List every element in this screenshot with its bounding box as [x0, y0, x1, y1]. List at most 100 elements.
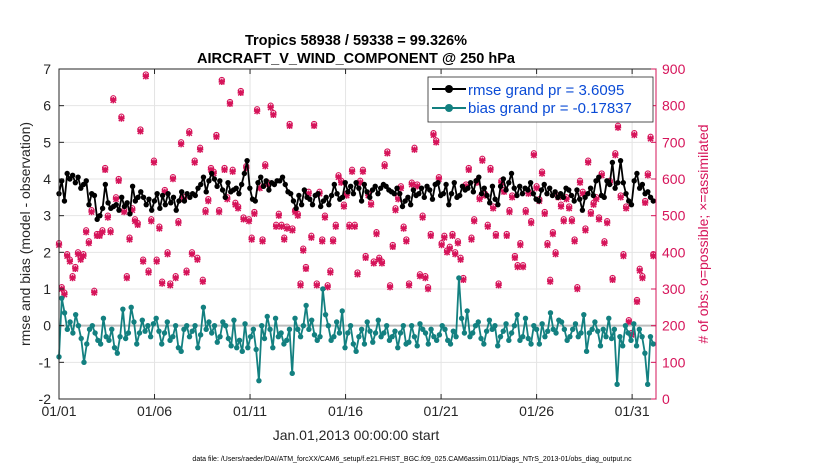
bias-series-point [397, 330, 404, 336]
bias-series-point [178, 348, 184, 355]
rmse-series-point [566, 187, 572, 193]
obs-assimilated-marker [595, 216, 603, 223]
legend-bias-marker [445, 104, 453, 112]
rmse-series-point [612, 185, 618, 191]
bias-series-point [308, 317, 315, 323]
obs-assimilated-marker [107, 228, 114, 236]
obs-assimilated-marker [603, 219, 611, 227]
rmse-series-point [375, 190, 381, 197]
bias-series-point [353, 348, 359, 355]
rmse-series-point [497, 183, 504, 190]
obs-assimilated-marker [568, 217, 576, 225]
bias-series-point [220, 319, 226, 325]
rmse-series-point [334, 190, 340, 197]
obs-assimilated-marker [414, 183, 421, 190]
rmse-series-point [217, 178, 223, 184]
rmse-series-point [309, 201, 316, 208]
bias-series-point [72, 311, 79, 318]
bias-series-point [64, 326, 71, 333]
obs-assimilated-marker [362, 254, 369, 262]
rmse-series-point [446, 201, 452, 208]
bias-series-point [436, 332, 443, 338]
bias-series-point [222, 322, 229, 329]
rmse-series-point [75, 174, 81, 180]
rmse-series-point [500, 176, 507, 182]
obs-assimilated-marker [218, 78, 226, 86]
obs-assimilated-marker [367, 201, 375, 208]
obs-assimilated-marker [587, 210, 595, 218]
bias-series-point [592, 319, 598, 325]
rmse-series-point [421, 194, 427, 201]
bias-series-point [572, 321, 579, 327]
rmse-series-point [279, 174, 286, 180]
bias-series-point [400, 322, 407, 329]
rmse-series-point [639, 181, 646, 188]
rmse-series-point [222, 194, 228, 201]
rmse-series-point [645, 189, 651, 195]
obs-assimilated-marker [527, 219, 535, 227]
x-tick-label: 01/16 [328, 403, 363, 419]
bias-series-point [245, 344, 251, 351]
rmse-series-point [317, 203, 324, 210]
obs-assimilated-marker [424, 285, 432, 293]
bias-series-point [378, 333, 384, 340]
rmse-series-point [407, 201, 414, 208]
obs-assimilated-marker [118, 115, 125, 122]
bias-series-point [528, 341, 534, 347]
rmse-series-point [225, 179, 231, 186]
y-right-tick-label: 800 [662, 98, 686, 114]
bias-series-point [489, 326, 495, 333]
bias-series-point [561, 326, 568, 333]
rmse-series-point [178, 189, 185, 195]
obs-assimilated-marker [354, 271, 361, 278]
rmse-series-point [99, 205, 106, 212]
x-tick-label: 01/26 [519, 403, 554, 419]
rmse-series-point [260, 183, 267, 190]
bias-series-point [189, 328, 195, 334]
bias-series-point [322, 311, 329, 318]
obs-assimilated-marker [357, 179, 364, 186]
rmse-series-point [538, 187, 545, 193]
bias-series-point [558, 319, 565, 325]
bias-series-point [328, 337, 334, 344]
rmse-series-point [617, 157, 624, 164]
obs-assimilated-marker [251, 210, 258, 218]
bias-series-point [339, 308, 345, 314]
bias-series-point [614, 381, 620, 388]
bias-series-point [122, 335, 129, 342]
rmse-series-point [508, 170, 515, 177]
bias-series-point [619, 343, 626, 349]
bias-series-point [550, 326, 556, 333]
rmse-series-point [465, 185, 471, 191]
bias-series-point [200, 304, 207, 311]
y-left-tick-label: 1 [43, 281, 51, 297]
rmse-series-point [546, 185, 553, 191]
bias-series-point [642, 350, 648, 356]
bias-series-point [267, 326, 273, 333]
bias-series-point [214, 339, 220, 345]
rmse-series-point [181, 198, 188, 204]
bias-series-point [442, 326, 448, 333]
rmse-series-point [241, 170, 248, 177]
bias-series-point [128, 304, 134, 311]
obs-assimilated-marker [465, 166, 472, 174]
obs-assimilated-marker [294, 212, 301, 219]
obs-assimilated-marker [186, 129, 193, 137]
rmse-series-point [211, 176, 218, 182]
bias-series-point [300, 322, 307, 329]
bias-series-point [392, 328, 398, 334]
bias-series-point [536, 341, 543, 347]
obs-assimilated-marker [221, 166, 228, 174]
rmse-series-point [157, 205, 163, 212]
obs-assimilated-marker [449, 232, 456, 240]
obs-assimilated-marker [647, 135, 654, 142]
obs-assimilated-marker [392, 206, 399, 214]
obs-assimilated-marker [579, 190, 586, 197]
bias-series-point [445, 337, 451, 344]
obs-assimilated-marker [614, 124, 622, 131]
rmse-series-point [615, 179, 621, 186]
obs-assimilated-marker [416, 272, 424, 280]
obs-assimilated-marker [91, 289, 98, 296]
rmse-series-point [143, 201, 149, 208]
y-left-tick-label: 3 [43, 208, 51, 224]
